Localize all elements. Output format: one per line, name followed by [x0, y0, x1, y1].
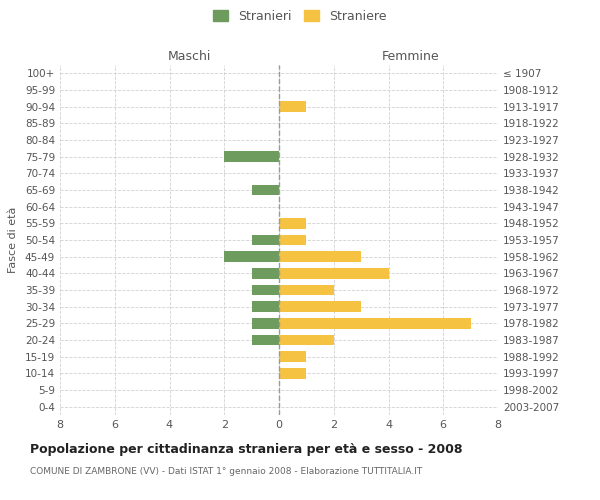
Y-axis label: Fasce di età: Fasce di età [8, 207, 18, 273]
Bar [279, 368, 307, 379]
Text: Femmine: Femmine [382, 50, 440, 62]
Bar [279, 251, 361, 262]
Legend: Stranieri, Straniere: Stranieri, Straniere [209, 6, 391, 26]
Bar [279, 301, 361, 312]
Bar [251, 301, 279, 312]
Bar [279, 218, 307, 228]
Bar [251, 334, 279, 345]
Bar [279, 334, 334, 345]
Bar [251, 318, 279, 329]
Bar [251, 234, 279, 246]
Bar [279, 101, 307, 112]
Bar [279, 351, 307, 362]
Text: Popolazione per cittadinanza straniera per età e sesso - 2008: Popolazione per cittadinanza straniera p… [30, 442, 463, 456]
Bar [251, 284, 279, 296]
Bar [224, 251, 279, 262]
Bar [279, 284, 334, 296]
Text: COMUNE DI ZAMBRONE (VV) - Dati ISTAT 1° gennaio 2008 - Elaborazione TUTTITALIA.I: COMUNE DI ZAMBRONE (VV) - Dati ISTAT 1° … [30, 468, 422, 476]
Bar [279, 234, 307, 246]
Bar [251, 184, 279, 196]
Text: Maschi: Maschi [167, 50, 211, 62]
Bar [224, 151, 279, 162]
Bar [279, 318, 470, 329]
Bar [279, 268, 389, 279]
Bar [251, 268, 279, 279]
